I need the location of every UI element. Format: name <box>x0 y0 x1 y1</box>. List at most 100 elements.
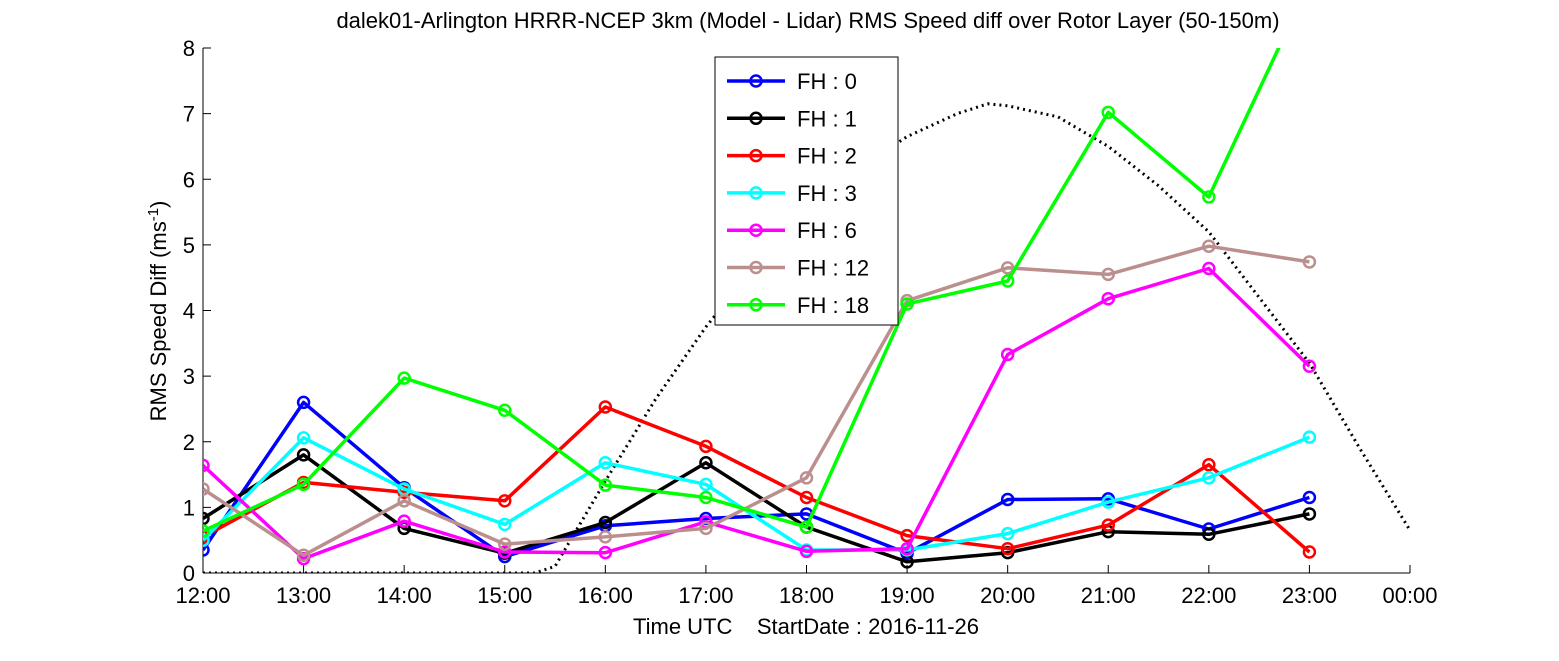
legend-label: FH : 6 <box>797 218 857 243</box>
series-line <box>203 48 1281 533</box>
data-point <box>397 494 411 508</box>
data-point <box>900 297 914 311</box>
data-point <box>1302 507 1317 521</box>
data-point <box>1302 490 1317 505</box>
data-point <box>1000 541 1015 556</box>
series-line <box>203 266 1311 561</box>
legend-label: FH : 3 <box>797 181 857 206</box>
data-point <box>498 403 512 417</box>
data-point <box>1000 274 1015 288</box>
y-tick-label: 2 <box>183 430 195 455</box>
data-point <box>1101 105 1115 120</box>
data-point <box>799 520 814 534</box>
x-tick-label: 00:00 <box>1382 583 1437 608</box>
data-point <box>699 456 713 470</box>
data-point <box>498 537 512 551</box>
data-point <box>1302 545 1317 559</box>
data-point <box>203 458 210 473</box>
y-axis-label: RMS Speed Diff (ms-1) <box>145 201 172 422</box>
data-point <box>1202 471 1216 485</box>
legend-swatch-marker <box>749 111 763 126</box>
y-axis-label-unit-exponent: -1 <box>145 208 162 221</box>
data-point <box>1101 518 1115 532</box>
data-point <box>1202 190 1216 204</box>
x-tick-label: 22:00 <box>1181 583 1236 608</box>
y-tick-label: 0 <box>183 561 195 586</box>
legend-label: FH : 12 <box>797 256 869 281</box>
plot-area: 12:00 13:00 14:00 15:00 16:00 17:00 18:00 19:00… <box>175 36 1437 608</box>
x-tick-label: 14:00 <box>377 583 432 608</box>
data-point <box>699 490 713 505</box>
data-point <box>203 533 210 547</box>
data-point <box>203 482 210 496</box>
data-point <box>203 524 210 538</box>
y-tick-label: 1 <box>183 495 195 520</box>
x-tick-label: 21:00 <box>1081 583 1136 608</box>
legend-box <box>714 56 899 326</box>
data-layer <box>203 48 1410 573</box>
series-line <box>203 244 1310 558</box>
data-point <box>799 471 814 485</box>
data-point <box>1302 255 1317 269</box>
data-point <box>1202 457 1216 472</box>
y-tick-label: 5 <box>183 233 195 258</box>
data-point <box>1000 492 1015 507</box>
data-point <box>699 439 713 454</box>
data-point <box>296 448 311 462</box>
data-point <box>296 431 311 445</box>
x-tick-label: 17:00 <box>678 583 733 608</box>
x-axis-label: Time UTC StartDate : 2016-11-26 <box>633 614 979 639</box>
data-point <box>598 545 613 560</box>
data-point <box>1202 261 1216 276</box>
data-point <box>598 515 613 530</box>
data-point <box>296 548 311 563</box>
legend-label: FH : 18 <box>797 293 869 318</box>
legend-swatch-marker <box>749 223 763 237</box>
data-point <box>1202 527 1216 542</box>
data-point <box>203 511 210 526</box>
chart-title: dalek01-Arlington HRRR-NCEP 3km (Model -… <box>336 8 1279 33</box>
y-tick-label: 8 <box>183 36 195 61</box>
data-point <box>598 456 613 470</box>
data-point <box>598 478 613 492</box>
x-tick-label: 18:00 <box>779 583 834 608</box>
legend-swatch-marker <box>749 298 763 312</box>
legend-swatch-marker <box>749 260 763 275</box>
data-point <box>1101 291 1115 306</box>
data-point <box>598 530 613 544</box>
data-point <box>799 490 814 505</box>
series-line <box>203 435 1311 552</box>
data-point <box>1101 495 1115 509</box>
legend-swatch-marker <box>749 186 763 200</box>
data-point <box>1000 526 1015 541</box>
x-tick-label: 12:00 <box>175 583 230 608</box>
x-tick-label: 23:00 <box>1282 583 1337 608</box>
series-line <box>203 405 1311 554</box>
data-point <box>296 477 311 492</box>
data-point <box>397 514 411 528</box>
data-point <box>1302 359 1317 374</box>
data-point <box>900 541 914 556</box>
y-axis-label-end: ) <box>146 201 171 208</box>
data-point <box>799 544 814 559</box>
y-tick-label: 6 <box>183 167 195 192</box>
legend-swatch-marker <box>749 148 763 163</box>
y-axis-label-main: RMS Speed Diff (ms <box>146 221 171 421</box>
x-tick-label: 20:00 <box>980 583 1035 608</box>
series-line <box>203 453 1310 564</box>
x-tick-label: 15:00 <box>477 583 532 608</box>
data-point <box>1000 347 1015 362</box>
x-tick-label: 16:00 <box>578 583 633 608</box>
legend-swatch-marker <box>749 74 763 88</box>
data-point <box>296 395 311 410</box>
x-tick-label: 13:00 <box>276 583 331 608</box>
data-point <box>1302 430 1317 444</box>
data-point <box>203 543 210 557</box>
data-point <box>498 494 512 508</box>
y-tick-label: 3 <box>183 364 195 389</box>
legend-label: FH : 1 <box>797 106 857 131</box>
data-point <box>1202 239 1216 253</box>
data-point <box>1101 267 1115 282</box>
y-tick-label: 4 <box>183 299 195 324</box>
